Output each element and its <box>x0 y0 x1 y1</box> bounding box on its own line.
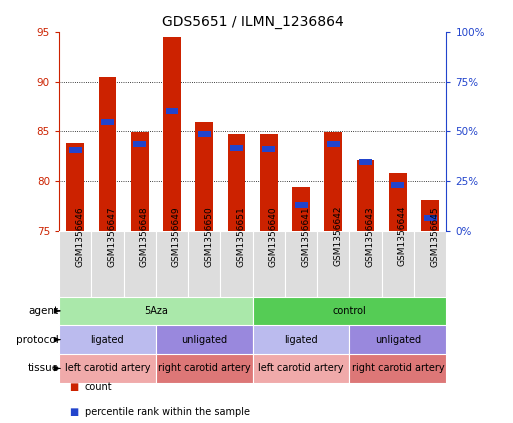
Bar <box>252 231 285 297</box>
Bar <box>252 297 446 325</box>
Bar <box>324 132 342 231</box>
Bar <box>59 231 91 297</box>
Bar <box>252 325 349 354</box>
Text: ligated: ligated <box>284 335 318 345</box>
Bar <box>195 122 213 231</box>
Text: GSM1356649: GSM1356649 <box>172 206 181 266</box>
Text: GSM1356646: GSM1356646 <box>75 206 84 266</box>
Bar <box>69 147 82 153</box>
Text: ■: ■ <box>69 382 78 392</box>
Bar <box>59 325 156 354</box>
Text: GSM1356641: GSM1356641 <box>301 206 310 266</box>
Bar <box>349 354 446 383</box>
Text: agent: agent <box>29 306 59 316</box>
Text: count: count <box>85 382 112 392</box>
Text: control: control <box>332 306 366 316</box>
Bar <box>262 146 275 152</box>
Text: GSM1356643: GSM1356643 <box>366 206 374 266</box>
Text: unligated: unligated <box>375 335 421 345</box>
Bar <box>391 182 404 188</box>
Bar <box>292 187 310 231</box>
Bar <box>252 354 349 383</box>
Bar <box>317 231 349 297</box>
Bar <box>166 108 179 114</box>
Title: GDS5651 / ILMN_1236864: GDS5651 / ILMN_1236864 <box>162 15 344 29</box>
Bar <box>131 132 149 231</box>
Text: GSM1356648: GSM1356648 <box>140 206 149 266</box>
Bar <box>101 119 114 125</box>
Text: right carotid artery: right carotid artery <box>158 363 250 374</box>
Bar <box>260 135 278 231</box>
Text: ligated: ligated <box>91 335 124 345</box>
Text: GSM1356647: GSM1356647 <box>107 206 116 266</box>
Text: tissue: tissue <box>28 363 59 374</box>
Bar <box>389 173 407 231</box>
Bar <box>421 200 439 231</box>
Bar <box>133 141 146 147</box>
Bar <box>230 145 243 151</box>
Bar <box>156 231 188 297</box>
Bar <box>156 354 252 383</box>
Text: unligated: unligated <box>181 335 227 345</box>
Bar <box>424 215 437 221</box>
Text: right carotid artery: right carotid artery <box>351 363 444 374</box>
Bar <box>188 231 221 297</box>
Text: GSM1356642: GSM1356642 <box>333 206 342 266</box>
Text: left carotid artery: left carotid artery <box>65 363 150 374</box>
Text: GSM1356651: GSM1356651 <box>236 206 246 266</box>
Bar <box>359 159 372 165</box>
Bar <box>198 131 211 137</box>
Bar <box>349 231 382 297</box>
Text: GSM1356644: GSM1356644 <box>398 206 407 266</box>
Bar <box>66 143 84 231</box>
Bar <box>98 77 116 231</box>
Bar <box>349 325 446 354</box>
Bar <box>163 37 181 231</box>
Bar <box>228 135 245 231</box>
Text: 5Aza: 5Aza <box>144 306 168 316</box>
Bar <box>156 325 252 354</box>
Text: GSM1356650: GSM1356650 <box>204 206 213 266</box>
Bar <box>59 354 156 383</box>
Bar <box>124 231 156 297</box>
Bar <box>294 202 307 208</box>
Bar <box>327 141 340 147</box>
Bar <box>285 231 317 297</box>
Text: left carotid artery: left carotid artery <box>259 363 344 374</box>
Text: ■: ■ <box>69 407 78 418</box>
Bar <box>414 231 446 297</box>
Bar <box>91 231 124 297</box>
Bar <box>382 231 414 297</box>
Text: GSM1356640: GSM1356640 <box>269 206 278 266</box>
Bar <box>59 297 252 325</box>
Bar <box>357 160 374 231</box>
Text: percentile rank within the sample: percentile rank within the sample <box>85 407 250 418</box>
Text: GSM1356645: GSM1356645 <box>430 206 439 266</box>
Text: protocol: protocol <box>16 335 59 345</box>
Bar <box>221 231 252 297</box>
